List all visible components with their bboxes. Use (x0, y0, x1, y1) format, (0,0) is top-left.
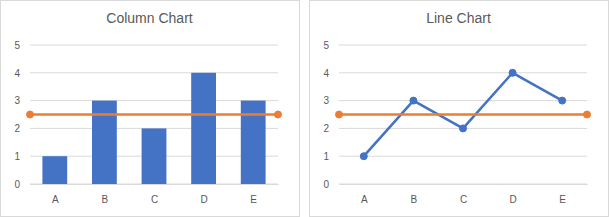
marker (275, 111, 282, 118)
grid-line (339, 72, 587, 73)
marks (27, 73, 282, 184)
x-tick: D (200, 184, 207, 205)
y-tick-label: 1 (323, 151, 329, 162)
bar (241, 101, 266, 184)
y-tick: 1 (323, 151, 339, 162)
grid (30, 45, 278, 184)
y-tick: 3 (14, 95, 30, 106)
marker (509, 69, 516, 76)
y-tick: 5 (323, 40, 339, 51)
x-tick: B (102, 184, 109, 205)
grid-line (339, 100, 587, 101)
x-axis-line (340, 184, 588, 185)
marks (336, 69, 591, 159)
x-axis: A B C D E (31, 184, 279, 205)
x-tick: C (151, 184, 158, 205)
x-tick: E (250, 184, 257, 205)
grid-line (30, 72, 278, 73)
y-tick-label: 1 (14, 151, 20, 162)
y-tick-label: 3 (14, 95, 20, 106)
x-tick: B (411, 184, 418, 205)
marker (410, 97, 417, 104)
chart-title: Line Chart (426, 10, 491, 26)
bar (142, 128, 167, 184)
y-tick: 5 (14, 40, 30, 51)
y-tick-label: 5 (14, 40, 20, 51)
x-tick-label: D (509, 194, 516, 205)
grid (339, 45, 587, 184)
y-tick: 2 (14, 123, 30, 134)
x-axis: A B C D E (340, 184, 588, 205)
marker (360, 153, 367, 160)
line (339, 113, 587, 116)
x-tick-label: C (151, 194, 158, 205)
plot-area: 0 1 2 3 4 5 A B C D E (14, 40, 281, 205)
bar (42, 156, 67, 184)
grid-line (339, 156, 587, 157)
markers (336, 111, 591, 118)
y-tick-label: 4 (323, 68, 329, 79)
x-tick-label: A (361, 194, 368, 205)
y-tick: 2 (323, 123, 339, 134)
y-tick-label: 2 (14, 123, 20, 134)
x-tick-label: B (411, 194, 418, 205)
x-tick-label: D (200, 194, 207, 205)
marker (559, 97, 566, 104)
plot-area: 0 1 2 3 4 5 A B C D E (323, 40, 590, 205)
markers (27, 111, 282, 118)
chart-panel: Line Chart 0 1 2 3 4 5 A B C D E (310, 1, 609, 217)
y-tick: 3 (323, 95, 339, 106)
grid-line (339, 45, 587, 46)
marker (584, 111, 591, 118)
grid-line (30, 45, 278, 46)
y-tick-label: 3 (323, 95, 329, 106)
y-tick: 0 (323, 179, 339, 190)
y-tick: 1 (14, 151, 30, 162)
bar (92, 101, 117, 184)
chart-panel: Column Chart 0 1 2 3 4 5 A B C D E (1, 1, 300, 217)
x-tick: E (559, 184, 566, 205)
charts: Column Chart 0 1 2 3 4 5 A B C D E Line Chart 0 1 2 3 4 5 A… (0, 0, 609, 217)
x-tick: A (52, 184, 59, 205)
y-tick: 0 (14, 179, 30, 190)
x-tick: C (460, 184, 467, 205)
bar-series (42, 73, 265, 184)
y-tick-label: 2 (323, 123, 329, 134)
x-tick: A (361, 184, 368, 205)
x-tick-label: C (460, 194, 467, 205)
line (30, 113, 278, 116)
x-tick-label: E (559, 194, 566, 205)
chart-area (1, 1, 300, 217)
grid-line (339, 184, 587, 185)
chart-area (310, 1, 609, 217)
x-tick: D (509, 184, 516, 205)
x-tick-label: A (52, 194, 59, 205)
x-tick-label: B (102, 194, 109, 205)
y-tick-label: 0 (323, 179, 329, 190)
y-tick: 4 (14, 68, 30, 79)
y-tick-label: 4 (14, 68, 20, 79)
marker (460, 125, 467, 132)
y-tick-label: 0 (14, 179, 20, 190)
x-tick-label: E (250, 194, 257, 205)
bar (191, 73, 216, 184)
marker (336, 111, 343, 118)
y-tick: 4 (323, 68, 339, 79)
marker (27, 111, 34, 118)
y-tick-label: 5 (323, 40, 329, 51)
chart-title: Column Chart (106, 10, 192, 26)
x-axis-line (31, 184, 279, 185)
